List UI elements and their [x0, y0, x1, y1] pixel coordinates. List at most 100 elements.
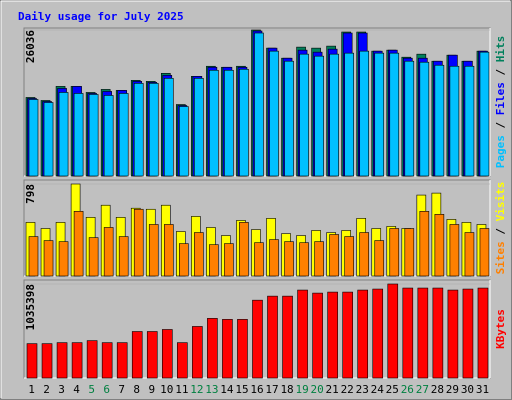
bar	[402, 287, 414, 379]
bar	[284, 60, 294, 177]
x-tick-label: 6	[103, 383, 110, 396]
x-tick-label: 9	[148, 383, 155, 396]
bar	[464, 65, 475, 177]
x-tick-label: 24	[371, 383, 385, 396]
bar	[254, 32, 264, 177]
bar	[133, 83, 144, 177]
bar	[239, 68, 249, 177]
bar	[314, 241, 324, 277]
bar	[209, 69, 219, 177]
x-tick-label: 18	[280, 383, 293, 396]
x-tick-label: 1	[28, 383, 35, 396]
bar	[224, 69, 234, 177]
bar	[447, 289, 459, 379]
x-tick-label: 13	[205, 383, 218, 396]
bar	[194, 232, 204, 277]
bar	[387, 283, 399, 379]
bar	[479, 51, 490, 177]
bar	[327, 291, 338, 379]
bar	[269, 239, 279, 277]
bar	[71, 342, 83, 379]
legend-separator: /	[494, 221, 507, 241]
bar	[389, 52, 400, 177]
y-tick-label: 798	[24, 184, 37, 204]
x-tick-label: 17	[265, 383, 278, 396]
x-tick-label: 25	[386, 383, 399, 396]
y-tick-label: 26036	[24, 30, 37, 63]
x-tick-label: 21	[326, 383, 339, 396]
bar	[434, 64, 445, 177]
legend-separator: /	[494, 62, 507, 82]
bar	[342, 291, 353, 379]
bar	[434, 214, 445, 277]
bar	[254, 242, 264, 277]
bar	[177, 342, 188, 379]
legend-entry: Sites	[494, 241, 507, 274]
legend-entry: Files	[494, 82, 507, 115]
legend-entry: KBytes	[494, 309, 507, 349]
legend-entry: Hits	[494, 36, 507, 63]
bar	[344, 236, 354, 277]
bar	[477, 287, 489, 379]
bar	[101, 342, 113, 379]
bar	[116, 342, 128, 379]
bar	[73, 93, 84, 177]
x-tick-label: 3	[58, 383, 65, 396]
bar	[449, 65, 460, 177]
bar	[133, 208, 144, 277]
y-tick-label: 1035398	[24, 284, 37, 330]
x-tick-label: 31	[476, 383, 489, 396]
bar	[329, 234, 339, 277]
x-tick-label: 12	[190, 383, 203, 396]
bar	[419, 211, 430, 277]
bar	[88, 94, 99, 177]
bar	[312, 292, 323, 379]
bar	[479, 228, 490, 277]
bar	[372, 288, 384, 379]
bar	[43, 102, 54, 177]
bar	[86, 340, 98, 379]
bar	[284, 241, 294, 277]
bar	[419, 61, 430, 177]
x-tick-label: 20	[311, 383, 324, 396]
bar	[43, 240, 54, 277]
x-tick-label: 19	[295, 383, 308, 396]
bar	[58, 92, 69, 177]
bar	[389, 228, 400, 277]
bar	[222, 319, 233, 379]
bar	[148, 224, 159, 277]
bar	[374, 240, 385, 277]
bar	[267, 295, 278, 379]
bar	[148, 83, 159, 177]
legend: Pages / Files / Hits	[494, 36, 507, 169]
bar	[194, 78, 204, 177]
bar	[374, 52, 385, 177]
x-tick-label: 8	[133, 383, 140, 396]
bar	[432, 287, 444, 379]
bar	[163, 224, 174, 277]
bar	[269, 50, 279, 177]
bar	[179, 243, 189, 277]
x-tick-label: 5	[88, 383, 95, 396]
bar	[299, 53, 309, 177]
bar	[417, 287, 429, 379]
bar	[239, 222, 249, 277]
x-tick-label: 4	[73, 383, 80, 396]
bar	[58, 241, 69, 277]
x-tick-label: 22	[341, 383, 354, 396]
x-tick-label: 10	[160, 383, 173, 396]
bar	[449, 224, 460, 277]
bar	[209, 244, 219, 277]
bar	[163, 78, 174, 177]
legend: KBytes	[494, 309, 507, 349]
x-tick-label: 23	[356, 383, 369, 396]
bar	[464, 232, 475, 277]
bar	[56, 342, 68, 379]
bar	[103, 95, 114, 177]
bar	[359, 232, 370, 277]
bar	[344, 52, 354, 177]
bar	[146, 331, 158, 379]
legend-entry: Pages	[494, 135, 507, 168]
x-tick-label: 29	[446, 383, 459, 396]
bar	[131, 331, 143, 379]
